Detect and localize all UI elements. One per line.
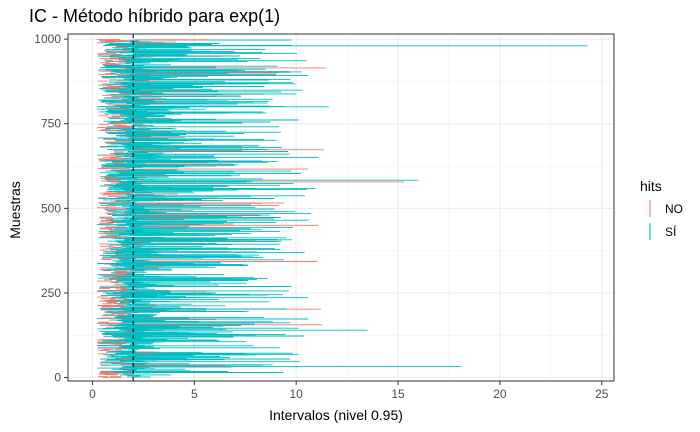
y-axis: 0 250 500 750 1000: [34, 32, 68, 385]
y-tick-label: 750: [41, 117, 61, 131]
y-tick-label: 250: [41, 286, 61, 300]
plot-panel-border: [67, 33, 615, 382]
y-tick-label: 1000: [34, 32, 61, 46]
x-axis: 0 5 10 15 20 25: [89, 381, 609, 401]
x-tick-label: 20: [493, 387, 507, 401]
x-tick-label: 15: [391, 387, 405, 401]
legend-title: hits: [640, 178, 662, 194]
y-tick-label: 500: [41, 201, 61, 215]
x-tick-label: 10: [289, 387, 303, 401]
x-tick-label: 25: [595, 387, 609, 401]
chart-title: IC - Método híbrido para exp(1): [29, 6, 280, 26]
x-tick-label: 5: [191, 387, 198, 401]
y-axis-title: Muestras: [7, 181, 23, 239]
legend-label: SÍ: [665, 224, 677, 239]
legend-label: NO: [665, 202, 683, 216]
x-tick-label: 0: [89, 387, 96, 401]
interval-segments: [96, 38, 588, 379]
x-axis-title: Intervalos (nivel 0.95): [269, 407, 403, 423]
y-tick-label: 0: [54, 371, 61, 385]
legend: hits NO SÍ: [640, 178, 683, 240]
